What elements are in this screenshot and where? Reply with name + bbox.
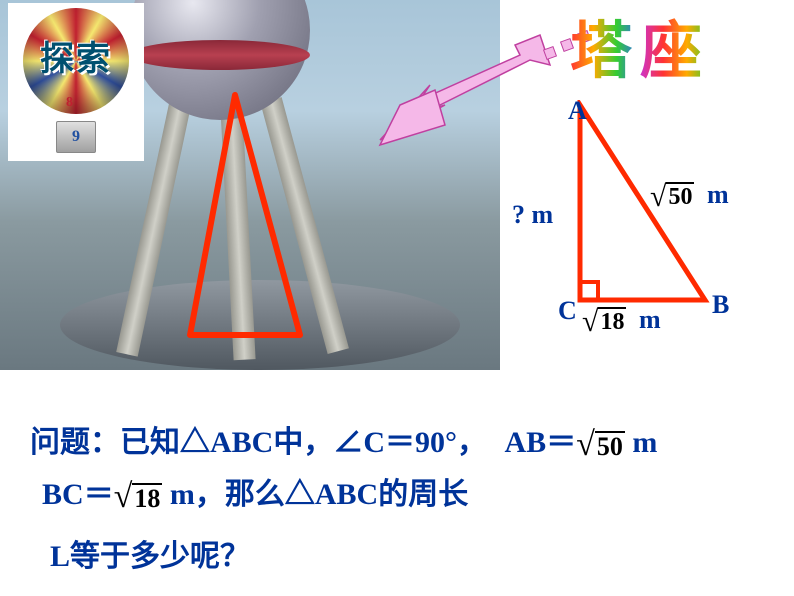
title-tazuo: 塔座: [570, 0, 710, 90]
balloon-title: 探索: [8, 31, 144, 80]
title-char-1: 塔: [570, 18, 640, 86]
vertex-c: C: [558, 296, 577, 326]
problem-line-3: L等于多少呢？: [50, 532, 250, 582]
balloon-number-8: 8: [66, 95, 73, 111]
problem-line-2: BC＝√18 m，那么△ABC的周长: [42, 470, 468, 522]
hypotenuse-label: √50 m: [650, 180, 729, 214]
balloon-logo: 探索 8 9: [8, 3, 144, 161]
problem-line-1: 问题：已知△ABC中，∠C＝90°， AB＝√50 m: [30, 418, 657, 470]
title-char-2: 座: [640, 18, 710, 86]
vertex-b: B: [712, 290, 729, 320]
base-side-label: √18 m: [582, 305, 661, 339]
vertical-side-label: ? m: [512, 200, 553, 230]
tower-base: [60, 280, 460, 370]
vertex-a: A: [568, 96, 587, 126]
tower-sphere-band: [130, 40, 310, 70]
triangle-diagram: A B C √50 m ? m √18 m: [520, 100, 740, 335]
balloon-basket: 9: [56, 121, 96, 153]
